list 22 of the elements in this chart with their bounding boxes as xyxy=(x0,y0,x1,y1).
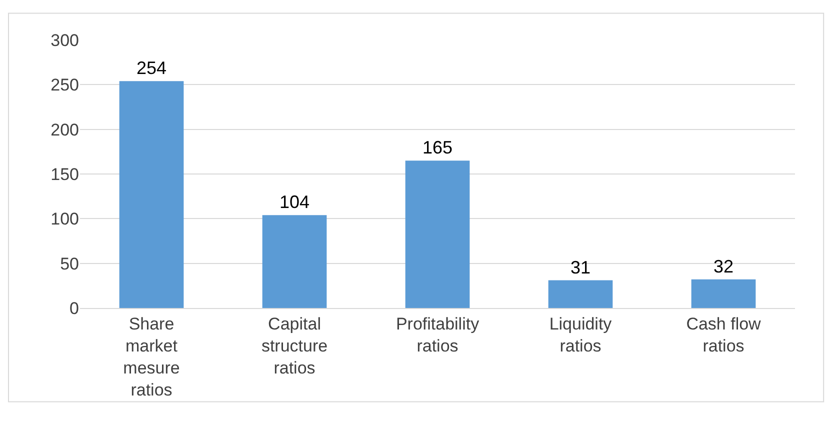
data-label: 104 xyxy=(279,192,310,212)
bar xyxy=(405,160,470,308)
y-tick-label: 250 xyxy=(50,76,79,95)
data-label: 31 xyxy=(570,257,591,278)
y-tick-label: 100 xyxy=(50,210,79,229)
y-tick-label: 0 xyxy=(70,298,79,318)
data-label: 32 xyxy=(713,256,734,276)
data-label: 254 xyxy=(136,58,167,78)
x-tick-label: Cash flow ratios xyxy=(686,314,762,356)
y-tick-label: 200 xyxy=(50,120,79,140)
bar xyxy=(119,81,184,308)
x-tick-label: Liquidity ratios xyxy=(549,314,612,356)
bar xyxy=(548,280,613,308)
y-tick-label: 150 xyxy=(50,164,79,184)
data-label: 165 xyxy=(422,138,453,158)
x-tick-label: Profitability ratios xyxy=(396,314,480,356)
y-tick-label: 50 xyxy=(60,254,79,274)
y-tick-label: 300 xyxy=(50,30,79,50)
bar xyxy=(262,215,327,308)
x-tick-label: Share market mesure ratios xyxy=(123,314,180,400)
x-tick-label: Capital structure ratios xyxy=(261,314,328,378)
bar xyxy=(691,279,756,308)
